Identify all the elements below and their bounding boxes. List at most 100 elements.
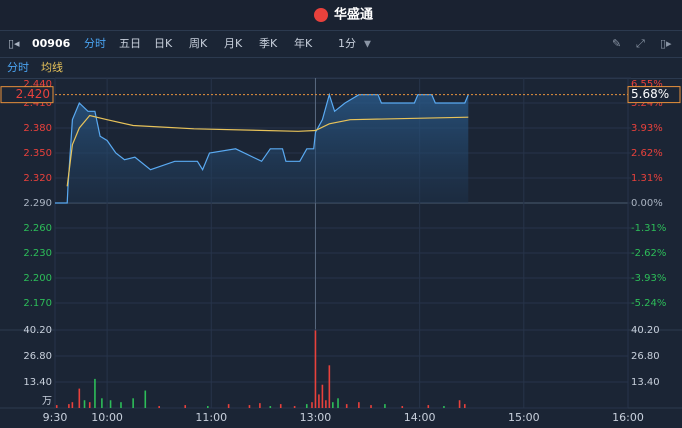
y2-tick-label: 6.55%	[631, 79, 663, 90]
volume-bar	[305, 404, 308, 408]
volume-bar	[293, 406, 296, 408]
y-tick-label: 2.320	[23, 173, 52, 184]
volume-bar	[370, 405, 372, 408]
last-price-box	[0, 86, 54, 104]
volume-bar	[109, 400, 112, 408]
volume-bar	[184, 405, 187, 408]
app-title: 华盛通	[334, 7, 373, 23]
volume-bar	[345, 404, 348, 408]
x-tick-label: 10:00	[91, 411, 123, 424]
volume-bar	[207, 406, 209, 408]
y-tick-label: 2.260	[23, 223, 52, 234]
volume-bar	[158, 406, 160, 408]
volume-bar	[318, 394, 320, 408]
volume-bar	[337, 398, 339, 408]
y2-tick-label: -1.31%	[631, 223, 666, 234]
y-tick-label: 2.410	[23, 98, 52, 109]
tab[interactable]: 周K	[189, 37, 208, 50]
tab[interactable]: 分时	[84, 37, 106, 50]
volume-bar	[332, 402, 334, 408]
collapse-icon[interactable]: ▯◂	[8, 37, 20, 50]
x-tick-label: 15:00	[508, 411, 540, 424]
y2-tick-label: 3.93%	[631, 123, 663, 134]
volume-bar	[279, 404, 282, 408]
y-tick-label: 2.350	[23, 148, 52, 159]
x-tick-label: 13:00	[300, 411, 332, 424]
volume-bar	[311, 402, 313, 408]
volume-bar	[401, 406, 404, 408]
volume-bar	[325, 400, 327, 408]
last-pct-box	[627, 86, 681, 104]
y2-tick-label: 1.31%	[631, 173, 663, 184]
vol-tick-label-right: 26.80	[631, 351, 660, 362]
volume-bar	[269, 406, 272, 408]
price-line	[55, 92, 469, 204]
volume-bar	[120, 402, 122, 408]
volume-bar	[88, 402, 91, 408]
volume-bar	[68, 404, 70, 408]
volume-bar	[458, 400, 461, 408]
volume-bar	[227, 404, 230, 408]
x-tick-label: 9:30	[43, 411, 68, 424]
y-tick-label: 2.440	[23, 79, 52, 90]
volume-bar	[427, 405, 430, 408]
vol-tick-label: 40.20	[23, 325, 52, 336]
edit-icon[interactable]: ✎	[612, 37, 621, 50]
x-tick-label: 16:00	[612, 411, 644, 424]
interval[interactable]: 1分	[338, 37, 356, 50]
subtab-active[interactable]: 分时	[7, 61, 29, 74]
y-tick-label: 2.170	[23, 298, 52, 309]
y2-tick-label: 5.24%	[631, 98, 663, 109]
price-area	[55, 94, 469, 203]
y2-tick-label: -2.62%	[631, 248, 666, 259]
vol-tick-label-right: 13.40	[631, 377, 660, 388]
logo	[314, 8, 328, 22]
volume-bar	[321, 384, 324, 408]
vol-tick-label: 13.40	[23, 377, 52, 388]
tab[interactable]: 季K	[259, 37, 278, 50]
x-tick-label: 14:00	[404, 411, 436, 424]
y-tick-label: 2.200	[23, 273, 52, 284]
last-pct-label: 5.68%	[631, 87, 669, 101]
volume-bar	[55, 405, 58, 408]
volume-bar	[443, 406, 445, 408]
volume-bar	[94, 378, 96, 408]
volume-bar	[314, 330, 317, 408]
vol-tick-label: 26.80	[23, 351, 52, 362]
tab[interactable]: 五日	[119, 37, 141, 50]
header-bar	[0, 0, 682, 30]
volume-bar	[384, 404, 386, 408]
volume-bar	[101, 398, 103, 408]
y2-tick-label: 2.62%	[631, 148, 663, 159]
y-tick-label: 2.290	[23, 198, 52, 209]
fullscreen-icon[interactable]: ⤢	[636, 37, 645, 50]
volume-bar	[144, 390, 147, 408]
y-tick-label: 2.380	[23, 123, 52, 134]
vol-tick-label: 万	[42, 396, 52, 407]
y2-tick-label: 0.00%	[631, 198, 663, 209]
volume-bar	[259, 403, 261, 408]
stock-code: 00906	[32, 37, 71, 50]
x-tick-label: 11:00	[195, 411, 227, 424]
last-price-label: 2.420	[16, 87, 50, 101]
volume-bar	[132, 398, 134, 408]
volume-bar	[71, 402, 74, 408]
vol-tick-label-right: 40.20	[631, 325, 660, 336]
y-tick-label: 2.230	[23, 248, 52, 259]
side-icon[interactable]: ▯▸	[660, 37, 672, 50]
volume-bar	[328, 365, 331, 408]
volume-bar	[78, 388, 81, 408]
tab[interactable]: 日K	[154, 37, 173, 50]
y2-tick-label: -5.24%	[631, 298, 666, 309]
volume-bar	[83, 400, 86, 408]
dropdown-arrow[interactable]: ▼	[364, 40, 371, 50]
tab[interactable]: 月K	[224, 37, 243, 50]
subtab-overlay[interactable]: 均线	[41, 60, 63, 74]
volume-bar	[358, 402, 360, 408]
volume-bar	[463, 404, 466, 408]
y2-tick-label: -3.93%	[631, 273, 666, 284]
tab[interactable]: 年K	[294, 36, 313, 50]
volume-bar	[248, 405, 251, 408]
